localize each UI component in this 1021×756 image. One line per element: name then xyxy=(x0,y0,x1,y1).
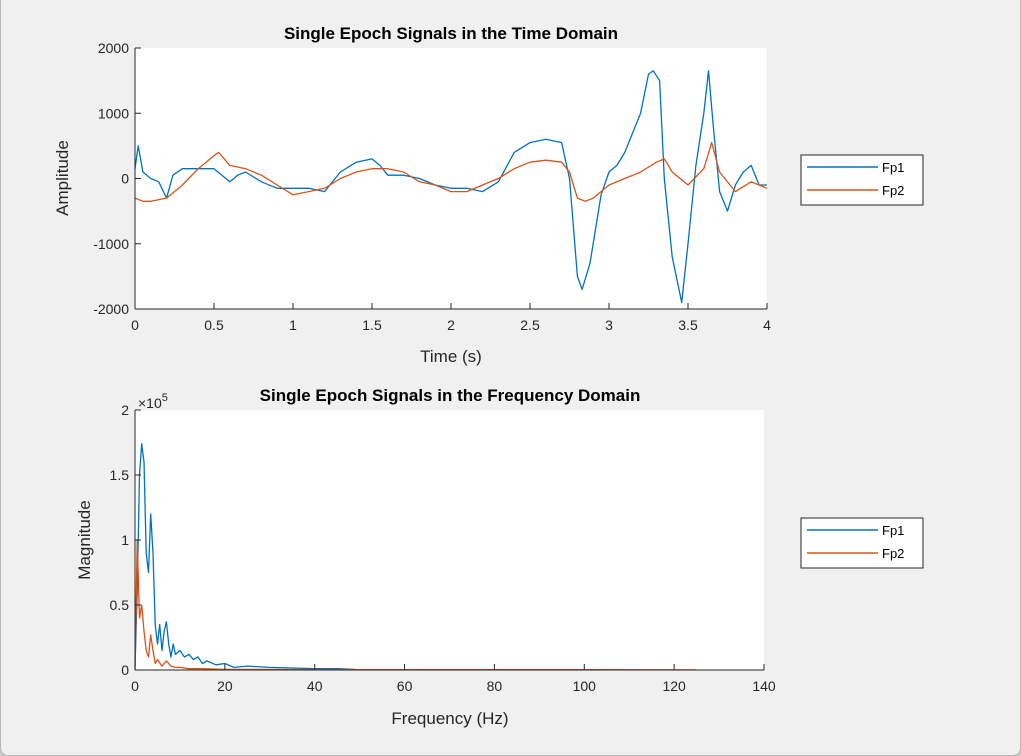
x-tick-label: 20 xyxy=(217,678,233,694)
y-tick-label: 1 xyxy=(121,532,129,548)
legend-box-time xyxy=(800,154,924,206)
series-line-fp1 xyxy=(134,70,767,304)
y-tick-label: 2000 xyxy=(98,40,129,56)
x-tick-label: 1 xyxy=(289,317,297,333)
legend-frequency[interactable]: Fp1 Fp2 xyxy=(800,517,924,569)
x-tick-label: 2.5 xyxy=(520,317,540,333)
x-tick-label: 0.5 xyxy=(204,317,224,333)
axes-time-domain[interactable]: 0 0.5 1 1.5 2 2.5 3 3.5 4 -2000 -1000 0 1000 2000 Si… xyxy=(53,24,924,366)
y-ticks-time: -2000 -1000 0 1000 2000 xyxy=(93,40,141,317)
y-tick-label: -1000 xyxy=(93,236,129,252)
legend-label-fp1: Fp1 xyxy=(882,160,904,175)
legend-label-fp1: Fp1 xyxy=(882,523,904,538)
x-tick-label: 80 xyxy=(487,678,503,694)
x-tick-label: 3 xyxy=(605,317,613,333)
chart-title-time: Single Epoch Signals in the Time Domain xyxy=(284,24,618,43)
x-tick-label: 140 xyxy=(752,678,776,694)
y-tick-label: -2000 xyxy=(93,301,129,317)
y-axis-label-time: Amplitude xyxy=(53,140,72,216)
series-lines-time xyxy=(134,70,768,304)
chart-title-frequency: Single Epoch Signals in the Frequency Do… xyxy=(260,386,641,405)
y-tick-label: 2 xyxy=(121,402,129,418)
y-tick-label: 0 xyxy=(121,171,129,187)
x-tick-label: 3.5 xyxy=(678,317,698,333)
y-axis-label-frequency: Magnitude xyxy=(75,500,94,579)
series-line-fp1 xyxy=(134,443,356,671)
x-tick-label: 1.5 xyxy=(362,317,382,333)
axes-frequency-domain[interactable]: 0 20 40 60 80 100 120 140 0 0.5 1 1.5 2 Single Epoc… xyxy=(75,386,924,728)
x-tick-label: 40 xyxy=(307,678,323,694)
plot-area-frequency xyxy=(135,410,764,670)
x-axis-label-frequency: Frequency (Hz) xyxy=(391,709,508,728)
y-tick-label: 1000 xyxy=(98,105,129,121)
axis-exponent-label: ×105 xyxy=(138,392,168,411)
x-tick-label: 60 xyxy=(397,678,413,694)
x-tick-label: 0 xyxy=(131,678,139,694)
series-line-fp2 xyxy=(134,141,768,202)
x-tick-label: 4 xyxy=(763,317,771,333)
x-axis-label-time: Time (s) xyxy=(420,347,482,366)
y-tick-label: 1.5 xyxy=(110,467,130,483)
x-tick-label: 100 xyxy=(573,678,597,694)
x-tick-label: 0 xyxy=(131,317,139,333)
x-ticks-time: 0 0.5 1 1.5 2 2.5 3 3.5 4 xyxy=(131,303,771,333)
legend-box-frequency xyxy=(800,517,924,569)
legend-time[interactable]: Fp1 Fp2 xyxy=(800,154,924,206)
y-ticks-frequency: 0 0.5 1 1.5 2 xyxy=(110,402,141,678)
x-tick-label: 120 xyxy=(662,678,686,694)
legend-label-fp2: Fp2 xyxy=(882,183,904,198)
y-tick-label: 0 xyxy=(121,662,129,678)
x-tick-label: 2 xyxy=(447,317,455,333)
x-ticks-frequency: 0 20 40 60 80 100 120 140 xyxy=(131,664,776,694)
plot-area-time xyxy=(135,48,767,309)
legend-label-fp2: Fp2 xyxy=(882,546,904,561)
y-tick-label: 0.5 xyxy=(110,597,130,613)
